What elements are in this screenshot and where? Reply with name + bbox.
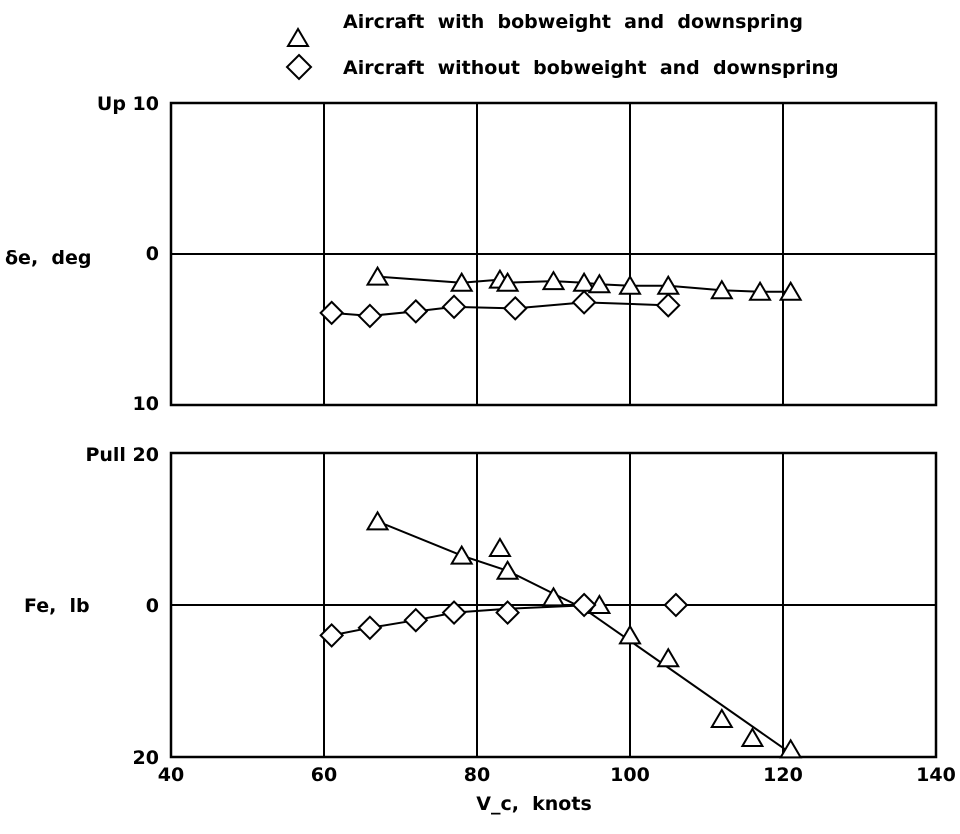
bottom-point-without xyxy=(571,592,597,618)
bottom-point-without xyxy=(403,607,429,633)
bottom-point-without xyxy=(319,622,345,648)
bottom-point-without xyxy=(357,615,383,641)
top-grid xyxy=(171,103,936,405)
legend-label-with: Aircraft with bobweight and downspring xyxy=(343,11,803,33)
bottom-point-with xyxy=(618,624,642,645)
bottom-xtick-labels: 40 60 80 100 120 140 xyxy=(158,764,956,786)
legend: Aircraft with bobweight and downspring A… xyxy=(285,11,839,81)
top-point-without xyxy=(403,298,429,324)
top-point-with xyxy=(748,280,772,301)
legend-marker-triangle xyxy=(286,27,310,47)
bottom-point-with xyxy=(710,708,734,728)
top-series xyxy=(319,265,803,329)
bottom-ytick-20: 20 xyxy=(133,747,159,769)
top-point-with xyxy=(587,273,612,294)
top-line-without xyxy=(331,301,669,317)
top-point-with xyxy=(541,270,566,291)
top-ytick-10: 10 xyxy=(133,393,159,415)
top-point-without xyxy=(502,295,528,321)
bottom-point-with xyxy=(488,537,512,557)
top-point-with xyxy=(495,271,520,292)
bottom-point-without xyxy=(441,600,467,626)
bottom-point-with xyxy=(541,586,566,607)
bottom-xtick-60: 60 xyxy=(311,764,337,786)
bottom-point-without xyxy=(663,592,689,618)
legend-label-without: Aircraft without bobweight and downsprin… xyxy=(343,57,839,79)
top-point-without xyxy=(319,300,345,326)
bottom-point-with xyxy=(495,559,520,580)
top-point-without xyxy=(357,303,383,329)
bottom-xtick-80: 80 xyxy=(464,764,490,786)
bottom-point-with xyxy=(740,727,765,747)
top-point-without xyxy=(441,294,467,320)
top-point-with xyxy=(618,274,642,295)
bottom-xlabel: V_c, knots xyxy=(476,793,592,815)
top-point-with xyxy=(449,271,474,292)
bottom-xtick-100: 100 xyxy=(610,764,650,786)
bottom-xtick-40: 40 xyxy=(158,764,184,786)
bottom-point-with xyxy=(365,510,390,531)
bottom-point-with xyxy=(449,544,474,565)
bottom-ytick-pull-20: Pull 20 xyxy=(85,444,159,466)
bottom-point-with xyxy=(656,647,680,668)
top-point-with xyxy=(365,265,390,286)
top-panel: Up 10 0 10 δe, deg xyxy=(5,93,938,415)
bottom-ylabel: Fe, lb xyxy=(24,595,90,617)
bottom-line-with xyxy=(377,520,792,755)
top-point-with xyxy=(710,279,734,300)
top-ylabel: δe, deg xyxy=(5,247,91,269)
bottom-point-with xyxy=(778,738,803,759)
top-ytick-0: 0 xyxy=(146,243,159,265)
top-point-with xyxy=(778,280,803,301)
bottom-point-without xyxy=(495,600,521,626)
top-ytick-up-10: Up 10 xyxy=(97,93,159,115)
top-point-without xyxy=(571,289,597,315)
bottom-ytick-0: 0 xyxy=(146,595,159,617)
top-point-without xyxy=(655,292,681,318)
bottom-xtick-140: 140 xyxy=(916,764,956,786)
bottom-xtick-120: 120 xyxy=(763,764,803,786)
legend-marker-diamond xyxy=(285,53,313,81)
bottom-panel: Pull 20 0 20 Fe, lb 40 60 80 100 120 140 V_c,… xyxy=(24,444,956,815)
bottom-series xyxy=(319,510,803,759)
